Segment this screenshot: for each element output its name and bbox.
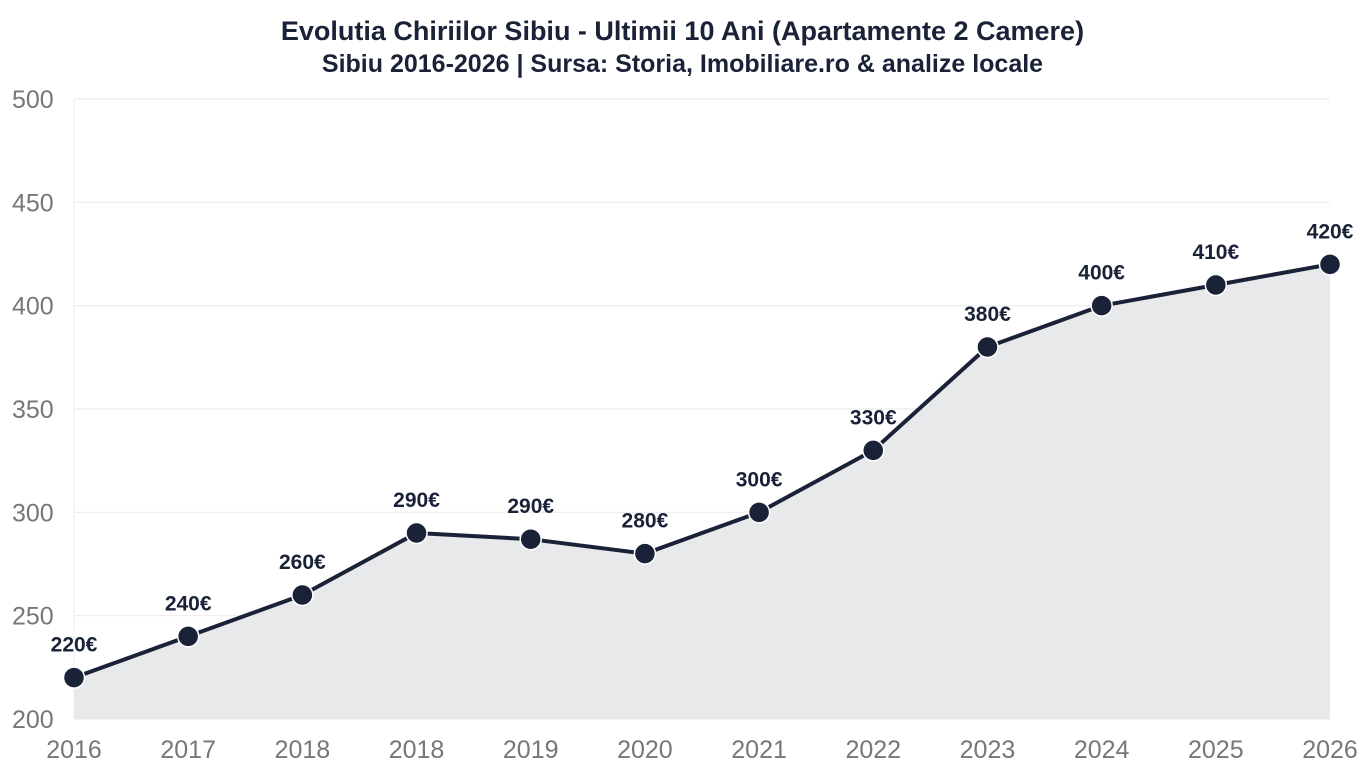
y-tick-label: 450	[12, 189, 54, 217]
series-line	[72, 262, 1332, 680]
data-points	[62, 253, 1342, 689]
x-tick-label: 2016	[46, 736, 102, 764]
x-tick-label: 2018	[389, 736, 445, 764]
y-tick-label: 300	[12, 499, 54, 527]
x-tick-label: 2017	[160, 736, 216, 764]
y-tick-label: 200	[12, 706, 54, 734]
data-label: 290€	[507, 495, 554, 518]
data-point	[291, 583, 314, 607]
data-point	[747, 501, 771, 524]
y-tick-label: 500	[12, 86, 54, 114]
y-tick-label: 250	[12, 603, 54, 631]
data-label: 380€	[964, 303, 1011, 326]
data-point	[633, 542, 657, 565]
area-fill	[74, 264, 1330, 719]
data-point	[1090, 294, 1113, 317]
x-tick-label: 2024	[1074, 736, 1130, 764]
line-path	[72, 262, 1332, 680]
data-label: 330€	[850, 406, 897, 429]
x-tick-label: 2026	[1302, 736, 1358, 764]
data-point	[1318, 253, 1342, 276]
data-label: 260€	[279, 551, 326, 574]
y-tick-label: 400	[12, 293, 54, 321]
area-path	[74, 264, 1330, 719]
data-point	[976, 335, 999, 359]
data-label: 400€	[1078, 262, 1125, 285]
data-point	[405, 521, 428, 545]
x-tick-label: 2019	[503, 736, 559, 764]
data-point	[62, 666, 86, 689]
data-point	[519, 527, 542, 551]
x-tick-label: 2018	[275, 736, 331, 764]
y-axis: 200 250 300 350 400 450 500	[12, 86, 54, 734]
data-label: 300€	[736, 468, 783, 491]
data-label: 220€	[51, 634, 98, 657]
data-point	[176, 625, 200, 648]
x-tick-label: 2020	[617, 736, 673, 764]
chart-header: Evolutia Chiriilor Sibiu - Ultimii 10 An…	[0, 14, 1365, 80]
x-axis: 2016 2017 2018 2018 2019 2020 2021 2022 2023 2024…	[46, 736, 1358, 764]
data-label: 290€	[393, 489, 440, 512]
x-tick-label: 2022	[845, 736, 901, 764]
data-label: 420€	[1307, 220, 1354, 243]
chart-subtitle: Sibiu 2016-2026 | Sursa: Storia, Imobili…	[321, 50, 1044, 78]
data-point	[862, 439, 885, 462]
data-label: 240€	[165, 592, 212, 615]
data-point	[1204, 273, 1228, 297]
x-tick-label: 2025	[1188, 736, 1244, 764]
chart-title: Evolutia Chiriilor Sibiu - Ultimii 10 An…	[280, 16, 1085, 46]
y-tick-label: 350	[12, 396, 54, 424]
x-tick-label: 2023	[960, 736, 1016, 764]
data-label: 280€	[622, 510, 669, 533]
x-tick-label: 2021	[731, 736, 787, 764]
data-labels: 220€ 240€ 260€ 290€ 290€ 280€ 300€ 330€ 380€ 400€…	[51, 220, 1354, 656]
data-label: 410€	[1192, 241, 1239, 264]
